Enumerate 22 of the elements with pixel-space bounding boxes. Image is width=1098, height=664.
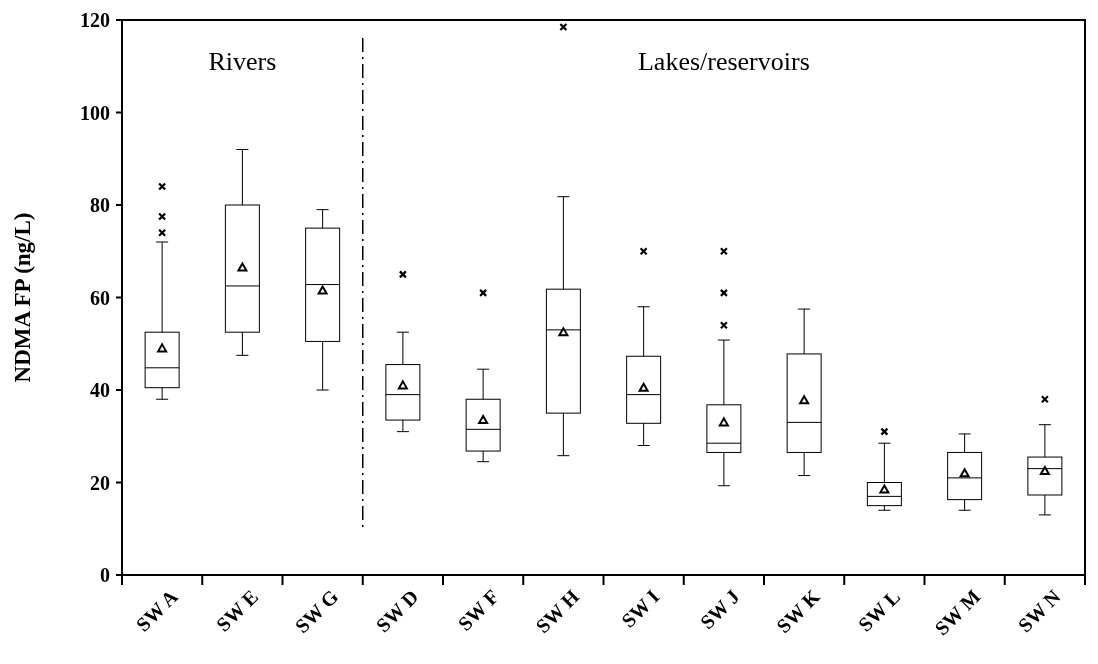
x-tick-label: SW I	[617, 585, 664, 632]
y-axis-title: NDMA FP (ng/L)	[10, 212, 35, 383]
x-tick-label: SW D	[371, 585, 423, 637]
y-tick-label: 120	[80, 9, 110, 31]
y-tick-label: 100	[80, 101, 110, 124]
y-tick-label: 40	[90, 379, 110, 401]
x-tick-label: SW A	[131, 584, 183, 636]
x-tick-label: SW F	[453, 585, 503, 635]
x-tick-label: SW M	[930, 585, 985, 640]
x-tick-label: SW E	[211, 585, 263, 636]
x-tick-label: SW N	[1013, 584, 1066, 637]
x-tick-label: SW J	[695, 585, 744, 634]
x-tick-label: SW L	[853, 585, 905, 636]
x-tick-label: SW K	[772, 584, 825, 638]
annotation: Rivers	[208, 47, 277, 76]
y-tick-label: 80	[90, 194, 110, 216]
x-tick-label: SW G	[290, 584, 343, 638]
annotation: Lakes/reservoirs	[637, 47, 810, 76]
y-tick-label: 20	[90, 471, 110, 494]
x-tick-label: SW H	[531, 584, 584, 638]
y-tick-label: 0	[100, 564, 110, 586]
y-tick-label: 60	[90, 286, 110, 309]
